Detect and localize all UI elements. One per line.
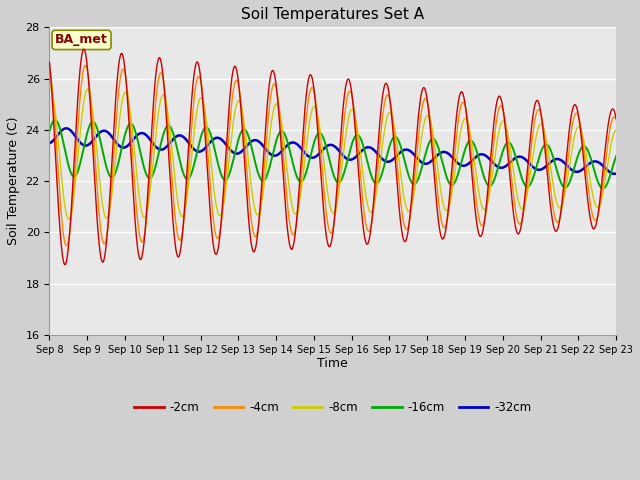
Title: Soil Temperatures Set A: Soil Temperatures Set A xyxy=(241,7,424,22)
Y-axis label: Soil Temperature (C): Soil Temperature (C) xyxy=(7,117,20,245)
Legend: -2cm, -4cm, -8cm, -16cm, -32cm: -2cm, -4cm, -8cm, -16cm, -32cm xyxy=(129,396,536,419)
Text: BA_met: BA_met xyxy=(55,34,108,47)
X-axis label: Time: Time xyxy=(317,358,348,371)
